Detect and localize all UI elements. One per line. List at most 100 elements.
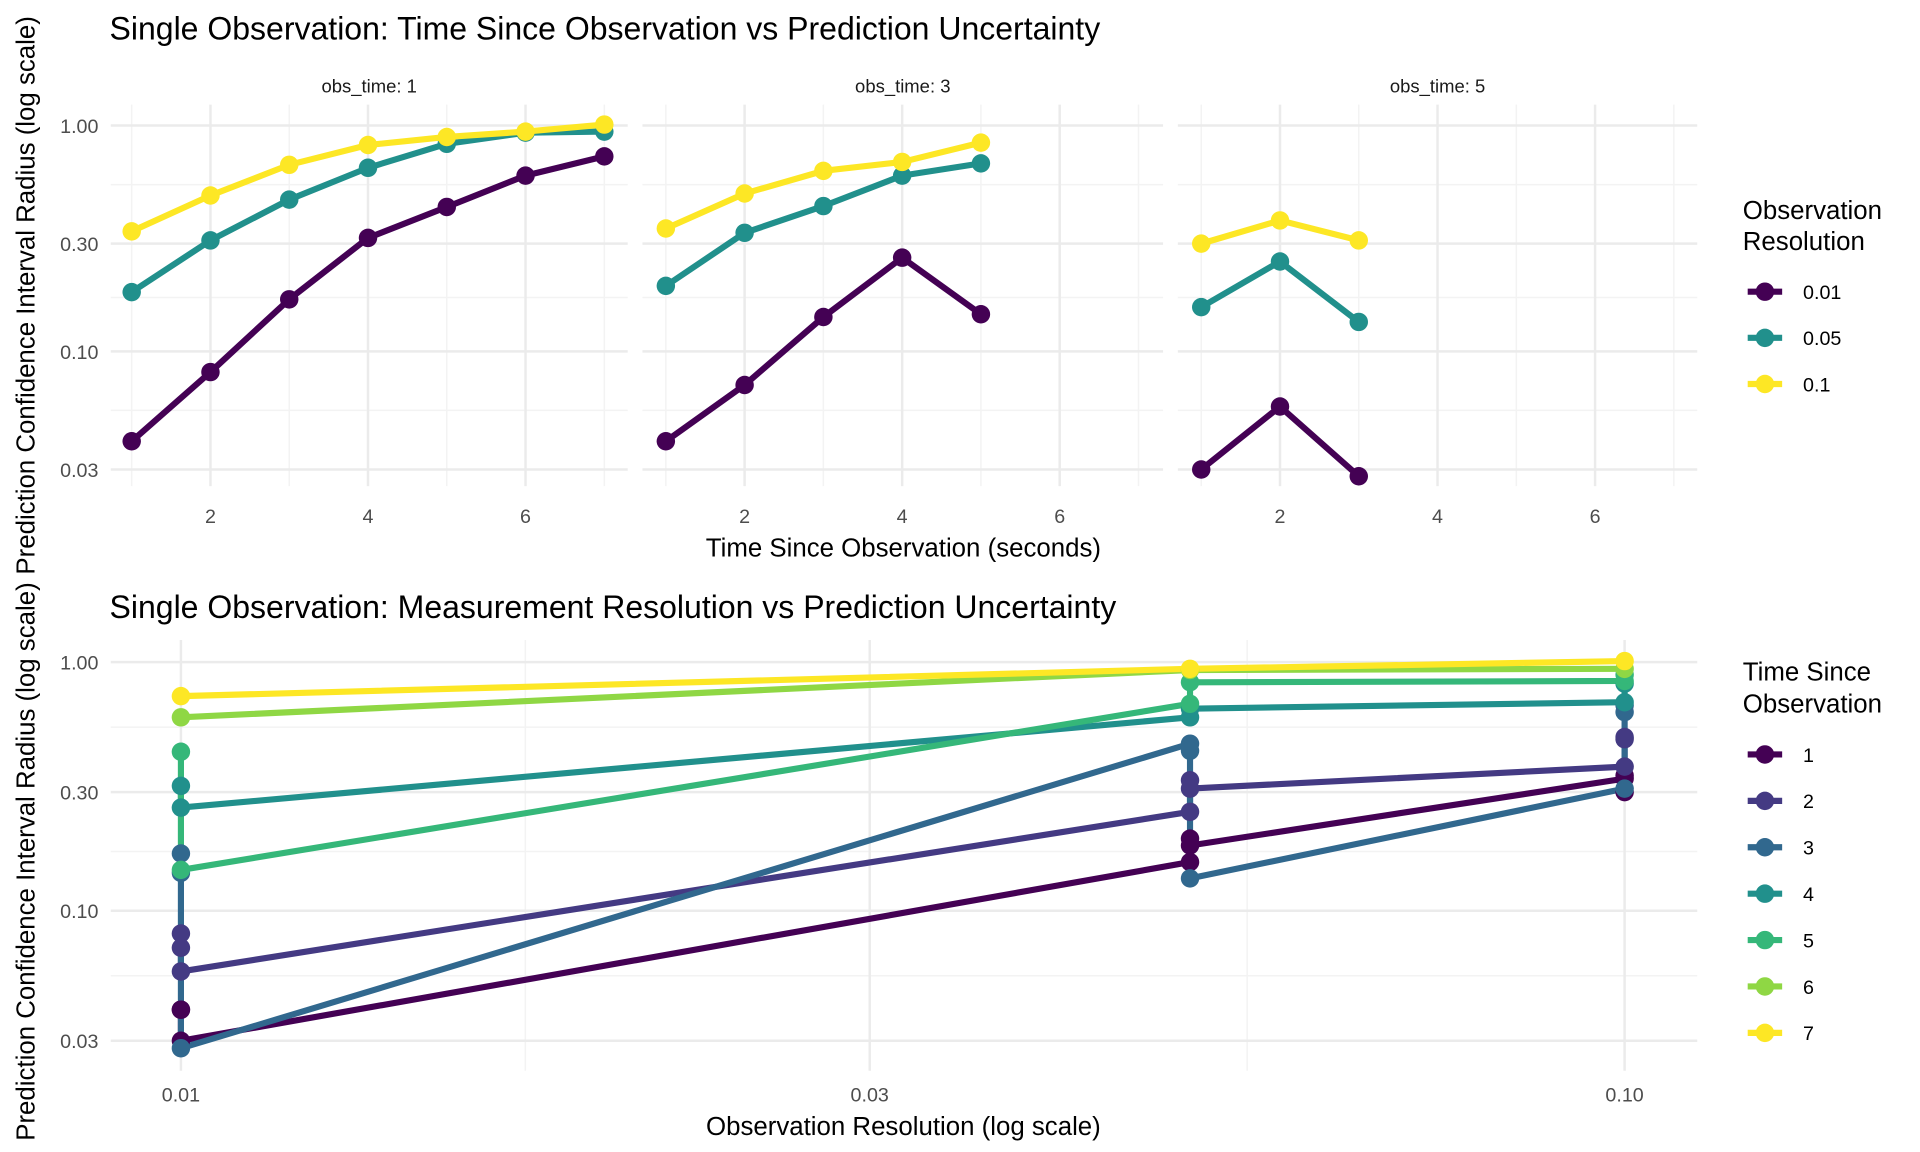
y-tick-label: 0.10 — [60, 901, 98, 923]
top-chart-title: Single Observation: Time Since Observati… — [110, 10, 1101, 46]
legend-item: 1 — [1747, 745, 1814, 767]
top-legend-title-2: Resolution — [1743, 228, 1865, 256]
data-point — [358, 228, 378, 248]
x-tick-label: 0.10 — [1605, 1085, 1643, 1107]
legend-label: 3 — [1803, 838, 1814, 860]
data-point — [171, 708, 191, 727]
legend-label: 7 — [1803, 1023, 1814, 1045]
legend-label: 4 — [1803, 884, 1814, 906]
bottom-x-axis-title: Observation Resolution (log scale) — [706, 1113, 1101, 1141]
data-point — [656, 219, 676, 238]
legend-label: 0.05 — [1803, 328, 1841, 350]
data-point — [1180, 779, 1200, 798]
data-point — [358, 135, 378, 155]
data-point — [1615, 651, 1634, 671]
data-point — [122, 222, 141, 241]
legend-item: 0.05 — [1747, 328, 1841, 350]
legend-key-point — [1755, 838, 1775, 857]
data-point — [280, 155, 299, 175]
x-tick-label: 2 — [1275, 506, 1286, 528]
legend-key-point — [1755, 745, 1775, 764]
series-line-time-1 — [177, 772, 1628, 1044]
data-point — [595, 115, 614, 134]
top-chart: Single Observation: Time Since Observati… — [12, 10, 1882, 574]
legend-item: 5 — [1747, 930, 1814, 952]
x-tick-label: 2 — [205, 506, 216, 528]
x-tick-label: 4 — [897, 506, 908, 528]
facet-strip-label: obs_time: 5 — [1390, 75, 1485, 97]
legend-key-point — [1755, 328, 1775, 348]
data-point — [122, 432, 141, 451]
x-tick-label: 6 — [1054, 506, 1065, 528]
legend-label: 2 — [1803, 791, 1814, 813]
x-tick-label: 4 — [1432, 506, 1443, 528]
facet-strip-label: obs_time: 1 — [322, 75, 417, 97]
legend-item: 7 — [1747, 1023, 1814, 1045]
data-point — [1270, 211, 1290, 230]
data-point — [1615, 729, 1634, 749]
data-point — [171, 844, 191, 863]
bottom-chart-title: Single Observation: Measurement Resoluti… — [110, 589, 1117, 625]
data-point — [171, 1000, 191, 1019]
legend-item: 3 — [1747, 838, 1814, 860]
legend-label: 6 — [1803, 977, 1814, 999]
facet-panel: obs_time: 5 2 4 6 — [1177, 75, 1698, 528]
y-tick-label: 0.30 — [60, 234, 98, 256]
data-point — [171, 860, 191, 880]
legend-key-point — [1755, 1023, 1775, 1043]
data-point — [1180, 836, 1200, 855]
data-point — [814, 307, 833, 327]
data-point — [892, 248, 912, 267]
data-point — [358, 158, 378, 178]
data-point — [1615, 779, 1634, 798]
facet-panel: obs_time: 1 2 4 6 — [110, 75, 628, 528]
legend-key-point — [1755, 977, 1775, 996]
data-point — [1192, 234, 1211, 253]
legend-label: 5 — [1803, 930, 1814, 952]
data-point — [1180, 869, 1200, 888]
data-point — [201, 186, 220, 205]
data-point — [201, 231, 220, 250]
data-point — [171, 798, 191, 817]
legend-item: 2 — [1747, 791, 1814, 813]
data-point — [892, 152, 912, 172]
y-tick-label: 1.00 — [60, 116, 98, 138]
top-y-axis-title: Prediction Confidence Interval Radius (l… — [12, 16, 40, 574]
legend-item: 0.01 — [1747, 282, 1841, 304]
bottom-chart: Single Observation: Measurement Resoluti… — [12, 582, 1882, 1140]
legend-item: 0.1 — [1747, 374, 1830, 396]
facet-strip-label: obs_time: 3 — [855, 75, 950, 97]
data-point — [1615, 757, 1634, 776]
data-point — [1270, 252, 1290, 271]
legend-key-point — [1755, 791, 1775, 811]
top-x-axis-title: Time Since Observation (seconds) — [706, 534, 1101, 562]
data-point — [437, 197, 456, 217]
data-point — [171, 938, 191, 957]
data-point — [1192, 460, 1211, 479]
legend-key-point — [1755, 884, 1775, 903]
data-point — [971, 305, 991, 324]
x-tick-label: 6 — [1590, 506, 1601, 528]
data-point — [280, 290, 299, 309]
data-point — [1180, 741, 1200, 761]
legend-key-point — [1755, 930, 1775, 950]
y-tick-label: 0.30 — [60, 783, 98, 805]
data-point — [516, 166, 535, 185]
data-point — [171, 924, 191, 943]
data-point — [1349, 467, 1368, 486]
data-point — [171, 686, 191, 706]
data-point — [595, 147, 614, 166]
data-point — [971, 154, 991, 173]
data-point — [1615, 692, 1634, 712]
data-point — [656, 276, 676, 296]
bottom-legend-title-1: Time Since — [1743, 659, 1871, 687]
data-point — [280, 190, 299, 209]
legend-label: 0.01 — [1803, 282, 1841, 304]
x-tick-label: 6 — [520, 506, 531, 528]
data-point — [656, 432, 676, 451]
data-point — [735, 184, 754, 203]
x-tick-label: 0.03 — [851, 1085, 889, 1107]
series-line-time-4 — [177, 683, 1628, 811]
data-point — [892, 166, 912, 185]
